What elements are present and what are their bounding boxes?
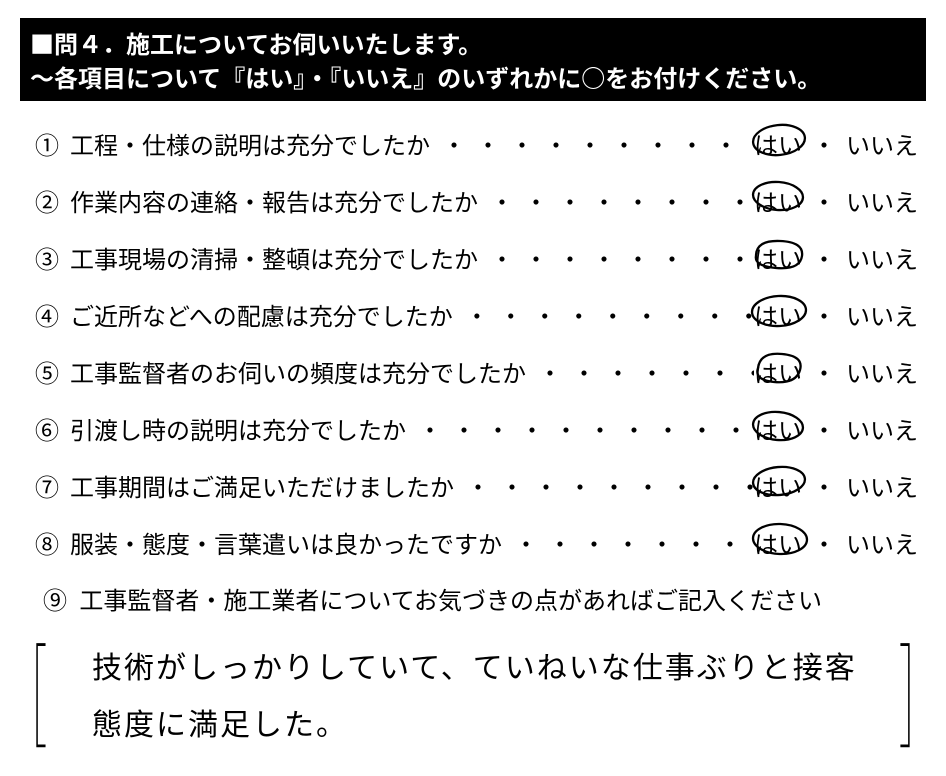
answer-separator: ・ <box>812 468 836 503</box>
question-row: ⑧ 服装・態度・言葉遣いは良かったですか ・・・・・・・・・・ はい ・ いいえ <box>28 524 918 560</box>
answer-group: はい ・ いいえ <box>754 297 918 332</box>
answer-yes[interactable]: はい <box>754 411 802 446</box>
answer-group: はい ・ いいえ <box>754 525 918 560</box>
answer-yes[interactable]: はい <box>754 354 802 389</box>
question-header: ■問４．施工についてお伺いいたします。 ～各項目について『はい』・『いいえ』のい… <box>20 18 926 101</box>
answer-no[interactable]: いいえ <box>846 411 918 446</box>
answer-yes[interactable]: はい <box>754 240 802 275</box>
question-row: ⑥ 引渡し時の説明は充分でしたか ・・・・・・・・・・・・ はい ・ いいえ <box>28 410 918 446</box>
question-row: ⑦ 工事期間はご満足いただけましたか ・・・・・・・・・・・ はい ・ いいえ <box>28 467 918 503</box>
question-text: 工程・仕様の説明は充分でしたか <box>66 126 430 161</box>
answer-yes[interactable]: はい <box>754 297 802 332</box>
answer-separator: ・ <box>812 183 836 218</box>
leader-dots: ・・・・・・・・・・・・・ <box>430 126 754 161</box>
question-text: 作業内容の連絡・報告は充分でしたか <box>66 183 478 218</box>
question-text: 工事期間はご満足いただけましたか <box>66 468 454 503</box>
answer-separator: ・ <box>812 297 836 332</box>
question-row: ⑤ 工事監督者のお伺いの頻度は充分でしたか ・・・・・・・・ はい ・ いいえ <box>28 353 918 389</box>
answer-group: はい ・ いいえ <box>754 354 918 389</box>
question-number: ⑧ <box>28 525 66 560</box>
leader-dots: ・・・・・・・・・・・ <box>453 297 754 332</box>
answer-yes-label: はい <box>754 126 802 161</box>
answer-no[interactable]: いいえ <box>846 183 918 218</box>
question-row-freeform: ⑨ 工事監督者・施工業者についてお気づきの点があればご記入ください <box>28 581 918 616</box>
question-row: ③ 工事現場の清掃・整頓は充分でしたか ・・・・・・・・・・ はい ・ いいえ <box>28 239 918 275</box>
answer-yes[interactable]: はい <box>754 126 802 161</box>
header-line2: ～各項目について『はい』・『いいえ』のいずれかに○をお付けください。 <box>30 60 916 94</box>
answer-separator: ・ <box>812 240 836 275</box>
leader-dots: ・・・・・・・・・・ <box>502 525 754 560</box>
question-row: ② 作業内容の連絡・報告は充分でしたか ・・・・・・・・・・・ はい ・ いいえ <box>28 182 918 218</box>
question-row: ① 工程・仕様の説明は充分でしたか ・・・・・・・・・・・・・ はい ・ いいえ <box>28 125 918 161</box>
question-text: 工事監督者・施工業者についてお気づきの点があればご記入ください <box>79 581 822 616</box>
bracket-left: [ <box>30 626 46 736</box>
question-text: 工事現場の清掃・整頓は充分でしたか <box>66 240 478 275</box>
question-number: ⑥ <box>28 411 66 446</box>
answer-no[interactable]: いいえ <box>846 354 918 389</box>
answer-yes-label: はい <box>754 183 802 218</box>
answer-yes-label: はい <box>754 297 802 332</box>
answer-yes-label: はい <box>754 240 802 275</box>
question-number: ⑤ <box>28 354 66 389</box>
answer-yes[interactable]: はい <box>754 525 802 560</box>
answer-group: はい ・ いいえ <box>754 126 918 161</box>
question-text: ご近所などへの配慮は充分でしたか <box>66 297 453 332</box>
answer-group: はい ・ いいえ <box>754 468 918 503</box>
question-text: 引渡し時の説明は充分でしたか <box>66 411 406 446</box>
leader-dots: ・・・・・・・・・・・ <box>454 468 754 503</box>
question-number: ① <box>28 126 66 161</box>
answer-yes-label: はい <box>754 354 802 389</box>
question-number: ④ <box>28 297 66 332</box>
question-number: ② <box>28 183 66 218</box>
question-row: ④ ご近所などへの配慮は充分でしたか ・・・・・・・・・・・ はい ・ いいえ <box>28 296 918 332</box>
question-number: ⑦ <box>28 468 66 503</box>
answer-yes-label: はい <box>754 411 802 446</box>
freeform-container: [ 技術がしっかりしていて、ていねいな仕事ぶりと接客態度に満足した。 ] <box>28 634 918 760</box>
questions-container: ① 工程・仕様の説明は充分でしたか ・・・・・・・・・・・・・ はい ・ いいえ… <box>20 125 926 760</box>
bracket-right: ] <box>899 626 915 736</box>
answer-separator: ・ <box>812 126 836 161</box>
question-number: ③ <box>28 240 66 275</box>
answer-separator: ・ <box>812 411 836 446</box>
answer-yes-label: はい <box>754 468 802 503</box>
answer-no[interactable]: いいえ <box>846 126 918 161</box>
question-text: 服装・態度・言葉遣いは良かったですか <box>66 525 502 560</box>
answer-group: はい ・ いいえ <box>754 240 918 275</box>
answer-yes[interactable]: はい <box>754 183 802 218</box>
header-line1: ■問４．施工についてお伺いいたします。 <box>30 26 916 60</box>
leader-dots: ・・・・・・・・ <box>526 354 754 389</box>
answer-group: はい ・ いいえ <box>754 183 918 218</box>
answer-yes-label: はい <box>754 525 802 560</box>
leader-dots: ・・・・・・・・・・・・ <box>406 411 754 446</box>
answer-yes[interactable]: はい <box>754 468 802 503</box>
answer-separator: ・ <box>812 525 836 560</box>
handwritten-response: 技術がしっかりしていて、ていねいな仕事ぶりと接客態度に満足した。 <box>52 634 894 760</box>
answer-no[interactable]: いいえ <box>846 297 918 332</box>
answer-no[interactable]: いいえ <box>846 468 918 503</box>
answer-no[interactable]: いいえ <box>846 525 918 560</box>
leader-dots: ・・・・・・・・・・ <box>478 240 754 275</box>
answer-no[interactable]: いいえ <box>846 240 918 275</box>
answer-separator: ・ <box>812 354 836 389</box>
question-text: 工事監督者のお伺いの頻度は充分でしたか <box>66 354 526 389</box>
leader-dots: ・・・・・・・・・・・ <box>478 183 754 218</box>
answer-group: はい ・ いいえ <box>754 411 918 446</box>
